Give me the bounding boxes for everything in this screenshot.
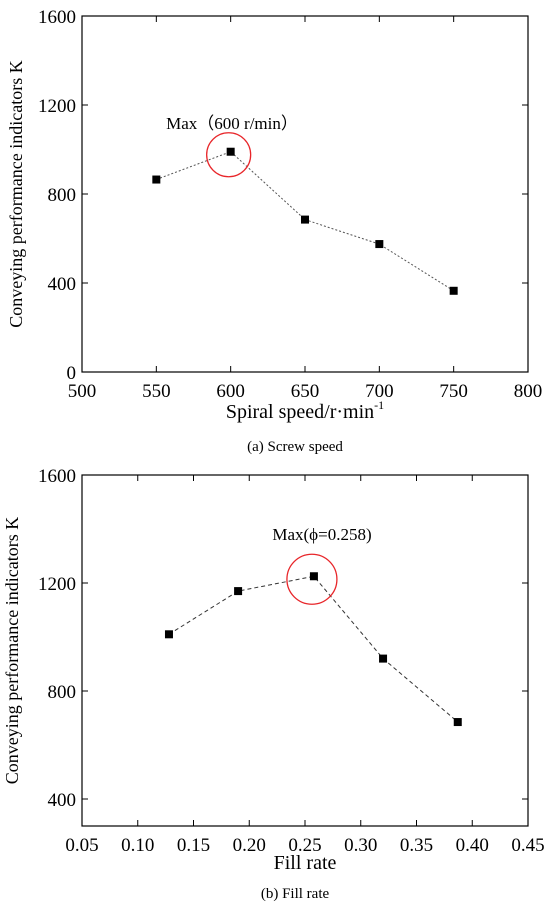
max-highlight-circle bbox=[286, 553, 338, 605]
data-point bbox=[379, 654, 388, 663]
max-highlight-circle bbox=[206, 132, 252, 178]
x-tick-label: 550 bbox=[142, 381, 171, 402]
y-tick-label: 1200 bbox=[38, 574, 76, 595]
x-tick-label: 0.15 bbox=[177, 835, 210, 856]
x-tick-label: 800 bbox=[514, 381, 543, 402]
x-axis-label-superscript: -1 bbox=[374, 398, 384, 412]
x-tick-label: 650 bbox=[291, 381, 320, 402]
x-tick-label: 600 bbox=[216, 381, 245, 402]
y-tick-label: 0 bbox=[67, 363, 77, 384]
x-tick-label: 0.20 bbox=[233, 835, 266, 856]
x-axis-label-text: Fill rate bbox=[274, 852, 337, 874]
x-tick-label: 700 bbox=[365, 381, 394, 402]
x-tick-label: 0.35 bbox=[400, 835, 433, 856]
x-tick-label: 500 bbox=[68, 381, 97, 402]
chart-screw-speed: 500 550 600 650 700 750 800 0 400 800 1200 1600 Max（… bbox=[6, 7, 542, 455]
figure-caption: (a) Screw speed bbox=[247, 439, 343, 455]
y-tick-label: 800 bbox=[48, 185, 77, 206]
y-axis-label: Conveying performance indicators K bbox=[2, 517, 22, 784]
data-point bbox=[226, 147, 235, 156]
y-tick-label: 1600 bbox=[38, 7, 76, 28]
data-point bbox=[301, 215, 309, 224]
figure-caption: (b) Fill rate bbox=[261, 886, 330, 902]
x-tick-label: 0.05 bbox=[65, 835, 98, 856]
y-tick-label: 1200 bbox=[38, 96, 76, 117]
y-tick-label: 800 bbox=[48, 682, 77, 703]
data-point bbox=[375, 240, 384, 249]
x-axis-label: Spiral speed/r·min-1 bbox=[226, 398, 384, 423]
x-axis-label-text: Spiral speed/r·min bbox=[226, 401, 374, 423]
data-point bbox=[164, 630, 173, 639]
y-tick-label: 1600 bbox=[38, 466, 76, 487]
y-axis-label: Conveying performance indicators K bbox=[6, 60, 26, 327]
max-annotation: Max(ϕ=0.258) bbox=[272, 525, 371, 544]
x-tick-label: 0.45 bbox=[511, 835, 544, 856]
y-tick-label: 400 bbox=[48, 274, 77, 295]
x-axis-label: Fill rate bbox=[274, 852, 337, 874]
data-point bbox=[152, 175, 161, 184]
x-tick-label: 0.40 bbox=[456, 835, 489, 856]
x-tick-label: 750 bbox=[439, 381, 468, 402]
series-line bbox=[168, 575, 459, 723]
x-tick-label: 0.10 bbox=[121, 835, 154, 856]
x-tick-label: 0.25 bbox=[288, 835, 321, 856]
data-point bbox=[309, 572, 318, 581]
data-point bbox=[234, 587, 243, 596]
chart-fill-rate: 0.05 0.10 0.15 0.20 0.25 0.30 0.35 0.40 0.45 400 8… bbox=[2, 466, 545, 902]
data-point bbox=[449, 286, 458, 295]
data-point bbox=[453, 718, 462, 727]
max-annotation: Max（600 r/min） bbox=[166, 114, 298, 133]
x-tick-label: 0.30 bbox=[344, 835, 377, 856]
y-tick-label: 400 bbox=[48, 790, 77, 811]
plot-frame bbox=[81, 15, 529, 373]
